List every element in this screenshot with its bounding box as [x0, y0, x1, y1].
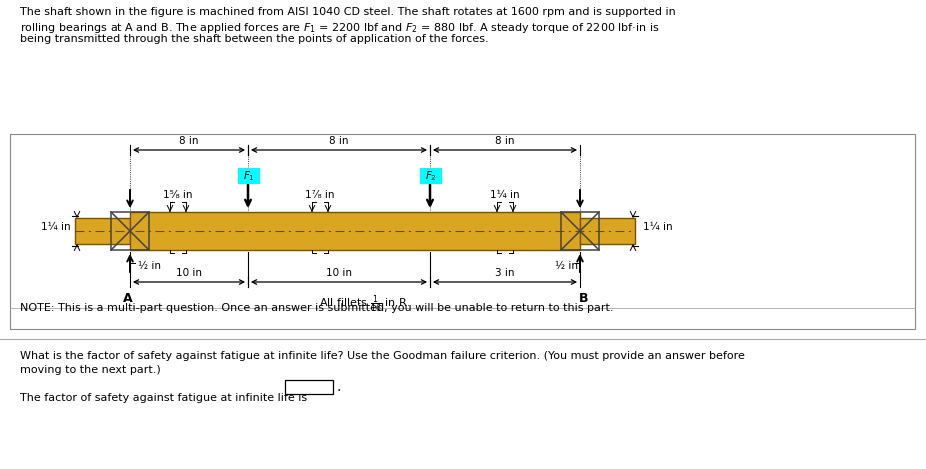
Text: All fillets $\frac{1}{16}$ in R.: All fillets $\frac{1}{16}$ in R. — [319, 294, 411, 316]
Text: 1⁵⁄₈ in: 1⁵⁄₈ in — [163, 190, 193, 200]
Text: A: A — [123, 292, 132, 305]
Text: 1¼ in: 1¼ in — [643, 222, 672, 232]
Text: .: . — [337, 380, 342, 394]
Text: 1¼ in: 1¼ in — [42, 222, 71, 232]
Bar — [130, 212, 580, 250]
Bar — [75, 218, 130, 244]
Bar — [10, 134, 915, 329]
Text: B: B — [580, 292, 589, 305]
Text: 10 in: 10 in — [176, 268, 202, 278]
Text: 1⁷⁄₈ in: 1⁷⁄₈ in — [306, 190, 335, 200]
Text: 10 in: 10 in — [326, 268, 352, 278]
Text: $F_1$: $F_1$ — [243, 169, 255, 183]
Text: rolling bearings at A and B. The applied forces are $F_1$ = 2200 lbf and $F_2$ =: rolling bearings at A and B. The applied… — [20, 21, 659, 35]
Text: moving to the next part.): moving to the next part.) — [20, 365, 161, 375]
Text: ½ in: ½ in — [138, 261, 161, 271]
Text: The factor of safety against fatigue at infinite life is: The factor of safety against fatigue at … — [20, 393, 307, 403]
Text: The shaft shown in the figure is machined from AISI 1040 CD steel. The shaft rot: The shaft shown in the figure is machine… — [20, 7, 676, 17]
Text: 8 in: 8 in — [330, 136, 349, 146]
Text: being transmitted through the shaft between the points of application of the for: being transmitted through the shaft betw… — [20, 34, 489, 44]
Bar — [580, 218, 635, 244]
Bar — [420, 168, 442, 184]
Bar — [285, 380, 333, 394]
Bar — [238, 168, 260, 184]
Text: $F_2$: $F_2$ — [425, 169, 437, 183]
Text: 3 in: 3 in — [495, 268, 515, 278]
Text: 1¼ in: 1¼ in — [490, 190, 519, 200]
Text: 8 in: 8 in — [180, 136, 199, 146]
Text: ½ in: ½ in — [555, 261, 578, 271]
Bar — [111, 212, 149, 250]
Text: What is the factor of safety against fatigue at infinite life? Use the Goodman f: What is the factor of safety against fat… — [20, 351, 745, 361]
Text: NOTE: This is a multi-part question. Once an answer is submitted, you will be un: NOTE: This is a multi-part question. Onc… — [20, 303, 614, 313]
Text: 8 in: 8 in — [495, 136, 515, 146]
Bar — [561, 212, 599, 250]
